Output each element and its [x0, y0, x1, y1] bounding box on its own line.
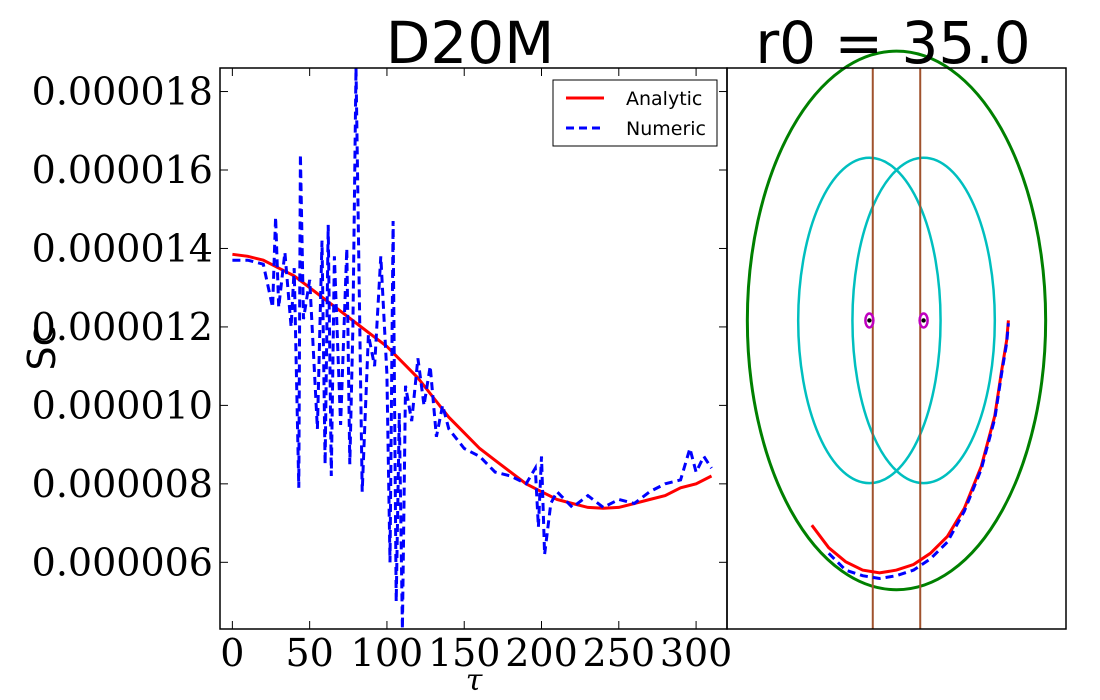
- right-panel: r0 = 35.0: [726, 9, 1067, 630]
- y-tick-label: 0.000018: [32, 70, 213, 114]
- legend-numeric-label: Numeric: [626, 118, 706, 140]
- x-tick-label: 150: [428, 631, 501, 675]
- left-plot-area: [232, 67, 713, 630]
- legend: Analytic Numeric: [552, 79, 718, 147]
- left-title: D20M: [386, 9, 555, 77]
- x-tick-label: 250: [583, 631, 656, 675]
- left-ticks: 0 50 100 150 200 250 300 0.000006 0.000008 0.0000…: [32, 68, 733, 675]
- x-axis-label: τ: [466, 663, 483, 698]
- x-tick-label: 50: [285, 631, 333, 675]
- y-tick-label: 0.000010: [32, 383, 213, 427]
- y-tick-label: 0.000012: [32, 305, 213, 349]
- x-tick-label: 0: [220, 631, 244, 675]
- body-marker-ring: [918, 312, 929, 329]
- body-marker-dot: [867, 318, 872, 323]
- body-marker-ring: [864, 312, 875, 329]
- y-tick-label: 0.000014: [32, 226, 213, 270]
- y-tick-label: 0.000008: [32, 462, 213, 506]
- trajectory-numeric: [827, 323, 1010, 581]
- right-title: r0 = 35.0: [755, 9, 1030, 77]
- series-line-numeric: [232, 67, 713, 630]
- x-tick-label: 100: [351, 631, 424, 675]
- orbit-ellipse: [745, 49, 1048, 592]
- legend-analytic-label: Analytic: [626, 88, 702, 110]
- x-tick-label: 300: [660, 631, 733, 675]
- y-axis-label: Sc: [20, 325, 64, 370]
- orbit-ellipse: [796, 156, 942, 485]
- right-plot-area: [745, 49, 1048, 629]
- left-panel: 0 50 100 150 200 250 300 0.000006 0.000008 0.0000…: [20, 9, 732, 698]
- body-marker-dot: [921, 318, 926, 323]
- y-tick-label: 0.000016: [32, 148, 213, 192]
- orbit-ellipse: [851, 156, 997, 485]
- y-tick-label: 0.000006: [32, 540, 213, 584]
- right-axes-frame: [726, 67, 1067, 630]
- x-tick-label: 200: [505, 631, 578, 675]
- legend-box: [552, 79, 718, 147]
